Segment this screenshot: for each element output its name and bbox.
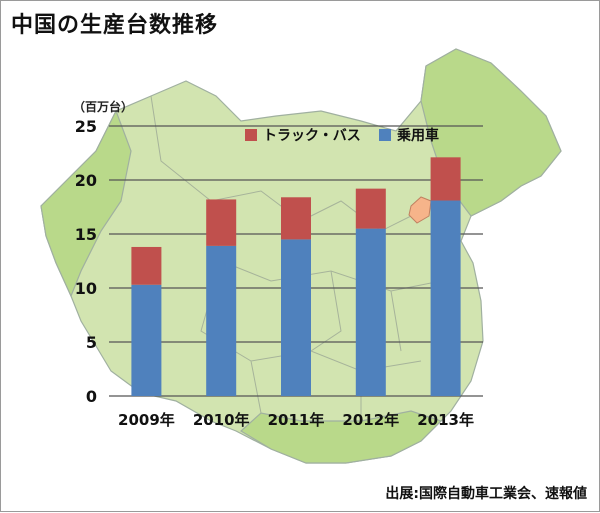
bar-truck-bus-4 bbox=[430, 157, 461, 201]
bar-passenger-2 bbox=[281, 239, 311, 396]
x-tick-label-2: 2011年 bbox=[268, 411, 325, 429]
y-tick-label-25: 25 bbox=[75, 117, 97, 136]
bar-truck-bus-0 bbox=[131, 246, 162, 285]
map-region-west bbox=[40, 109, 132, 298]
source-note: 出展:国際自動車工業会、速報値 bbox=[385, 486, 587, 502]
y-tick-label-20: 20 bbox=[75, 171, 97, 190]
y-tick-label-5: 5 bbox=[86, 333, 97, 352]
legend-label-passenger: 乗用車 bbox=[397, 128, 439, 144]
x-tick-label-1: 2010年 bbox=[193, 411, 250, 429]
y-tick-label-15: 15 bbox=[75, 225, 97, 244]
x-tick-label-3: 2012年 bbox=[342, 411, 399, 429]
bar-truck-bus-2 bbox=[281, 197, 311, 240]
bar-passenger-0 bbox=[131, 284, 162, 396]
axis-labels: 0 5 10 15 20 25 2009年 2010年 2011年 2012年 2013年 bbox=[75, 117, 474, 429]
x-tick-label-0: 2009年 bbox=[118, 411, 175, 429]
legend-item-truck-bus: トラック・バス bbox=[245, 125, 361, 145]
y-tick-label-0: 0 bbox=[86, 387, 97, 406]
bar-passenger-1 bbox=[206, 245, 237, 396]
y-tick-label-10: 10 bbox=[75, 279, 97, 298]
legend-label-truck-bus: トラック・バス bbox=[263, 128, 361, 144]
legend-swatch-truck-bus bbox=[245, 129, 257, 141]
bar-truck-bus-3 bbox=[355, 188, 386, 229]
chart-title: 中国の生産台数推移 bbox=[11, 13, 219, 38]
bar-truck-bus-1 bbox=[206, 199, 237, 246]
beijing-marker bbox=[408, 196, 432, 224]
legend-swatch-passenger bbox=[379, 129, 391, 141]
bar-passenger-3 bbox=[355, 228, 386, 396]
y-axis-unit-label: （百万台） bbox=[73, 100, 134, 114]
map-region-south bbox=[239, 410, 443, 464]
bars bbox=[131, 157, 461, 396]
x-tick-label-4: 2013年 bbox=[417, 411, 474, 429]
legend-item-passenger: 乗用車 bbox=[379, 125, 439, 145]
bar-passenger-4 bbox=[430, 200, 461, 396]
